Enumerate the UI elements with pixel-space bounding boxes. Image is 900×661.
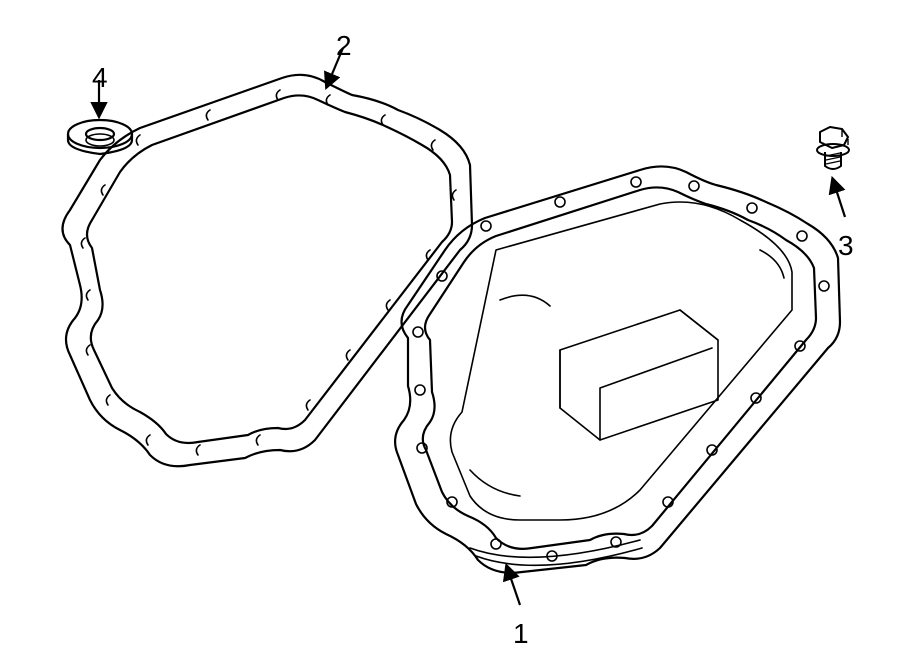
callout-label-4: 4 bbox=[92, 62, 108, 94]
oil-pan bbox=[395, 166, 840, 572]
callout-label-2: 2 bbox=[336, 30, 352, 62]
callout-label-3: 3 bbox=[838, 230, 854, 262]
callout-arrow-3 bbox=[833, 180, 845, 217]
callout-arrows bbox=[99, 48, 845, 605]
bolt bbox=[817, 127, 849, 169]
parts-diagram bbox=[0, 0, 900, 661]
callout-label-1: 1 bbox=[513, 618, 529, 650]
